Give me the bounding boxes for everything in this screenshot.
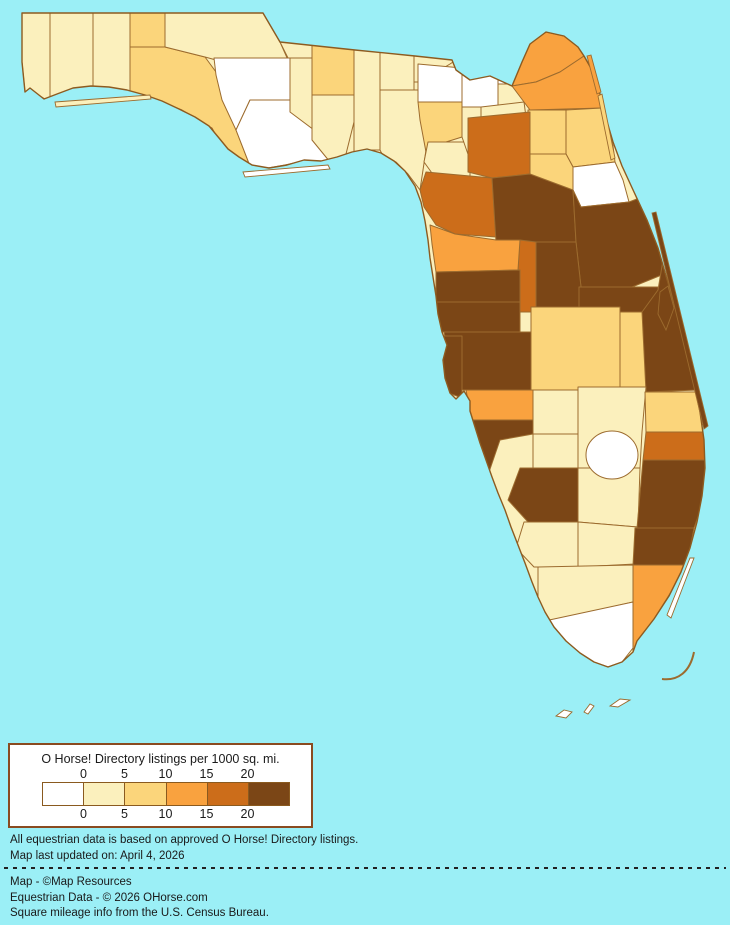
county-shape-region-55 [642,431,705,461]
note-line: All equestrian data is based on approved… [10,834,359,846]
county-shape-region-58 [632,564,688,653]
credit-line: Map - ©Map Resources [10,876,132,888]
county-shape-region-35 [535,241,582,313]
county-shape-region-30 [467,111,531,179]
legend-tick: 0 [80,767,87,781]
legend-swatch [248,783,290,805]
legend-swatch [166,783,208,805]
island-shape-key-2 [583,703,595,715]
county-shape-region-17 [461,55,499,108]
island-shape-barrier-southeast [666,557,695,619]
legend-tick: 10 [158,807,173,821]
county-shape-region-43 [530,306,621,391]
legend-tick: 15 [199,807,214,821]
island-shape-key-1 [554,709,573,719]
credit-line: Equestrian Data - © 2026 OHorse.com [10,891,208,904]
legend: O Horse! Directory listings per 1000 sq.… [8,743,313,828]
lake-shape [585,430,639,480]
island-shape-key-3 [608,698,632,708]
coastline [21,12,706,668]
county-shape-region-36 [517,239,537,313]
county-shape-region-56 [636,459,705,529]
legend-tick: 20 [240,767,255,781]
county-shape-region-10 [311,19,355,96]
map-notes: All equestrian data is based on approved… [10,832,358,864]
county-shape-region-53 [577,521,639,568]
county-shape-region-13 [379,32,415,91]
island-shape-barrier-northeast [586,54,602,95]
island-shape-barrier-panhandle [54,94,152,108]
legend-tick: 5 [121,807,128,821]
legend-tick: 0 [80,807,87,821]
county-shape-region-03 [92,13,131,95]
legend-tick: 10 [158,767,173,781]
note-line: Map last updated on: April 4, 2026 [10,850,185,862]
county-shape-region-45 [465,389,534,423]
map-credits: Map - ©Map Resources Equestrian Data - © … [10,875,269,922]
legend-swatch [207,783,249,805]
legend-swatch [43,783,85,805]
county-shape-region-12 [353,27,381,153]
island-shape-barrier-atlantic [651,211,709,430]
legend-title: O Horse! Directory listings per 1000 sq.… [41,752,280,766]
county-shape-region-54 [644,391,705,433]
county-shape-region-44 [619,311,647,393]
island-shape-key-chain [661,651,695,681]
separator-dashed-line [4,867,726,869]
island-shape-barrier-east-central [597,93,616,161]
county-shape-region-26 [527,109,567,155]
county-shape-region-04 [129,13,166,48]
county-shape-region-57 [632,527,695,566]
legend-tick: 5 [121,767,128,781]
legend-tick: 15 [199,767,214,781]
legend-scale-top: 0 5 10 15 20 [63,766,311,782]
county-shape-region-47 [532,389,579,435]
county-shape-region-40 [433,301,521,333]
credit-line: Square mileage info from the U.S. Census… [10,907,269,919]
island-shape-barrier-gulf [242,164,331,178]
legend-color-ramp [42,782,290,806]
county-shape-region-01 [22,13,51,103]
county-shape-region-48 [532,433,579,469]
legend-swatch [84,783,126,805]
legend-scale-bottom: 0 5 10 15 20 [63,806,311,822]
legend-tick: 20 [240,807,255,821]
legend-swatch [125,783,167,805]
county-shape-region-39 [435,269,521,303]
island-shape-cape-bump [657,285,675,332]
